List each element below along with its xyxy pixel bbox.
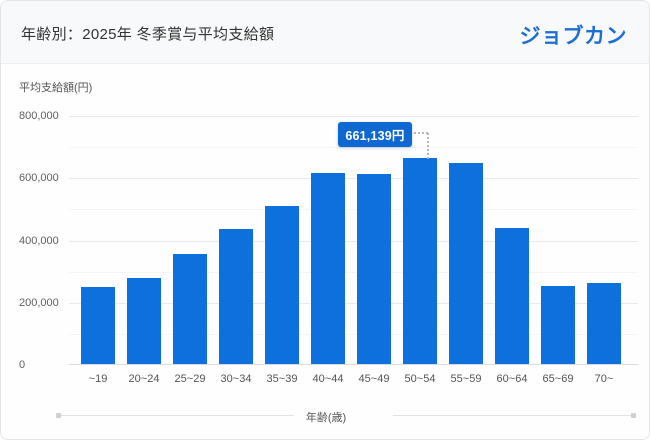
bar-25to29[interactable]: [173, 254, 207, 364]
x-tick-label: 20~24: [128, 373, 160, 385]
x-axis-scrollbar: 年齢(歳): [1, 408, 649, 425]
x-axis-title: 年齢(歳): [1, 409, 649, 425]
page-title: 年齢別：2025年 冬季賞与平均支給額: [21, 26, 275, 43]
y-tick-label: 200,000: [19, 297, 59, 309]
x-tick-label: 35~39: [266, 373, 298, 385]
value-tooltip: 661,139円: [338, 122, 412, 147]
jobcan-logo: ジョブカン: [519, 25, 627, 48]
x-tick-label: 55~59: [450, 373, 482, 385]
bar-70to[interactable]: [587, 283, 621, 364]
x-tick-label: 40~44: [312, 373, 344, 385]
minor-gridline: [69, 272, 638, 273]
bar-40to44[interactable]: [311, 173, 345, 364]
scrollbar-track-left: [58, 415, 300, 416]
x-axis-baseline: [69, 364, 638, 365]
page-header: 年齢別：2025年 冬季賞与平均支給額 ジョブカン: [1, 1, 649, 64]
x-tick-label: 70~: [594, 373, 614, 385]
bar-20to24[interactable]: [127, 278, 161, 364]
major-gridline: [69, 178, 638, 179]
major-gridline: [69, 241, 638, 242]
tooltip-leader-horizontal: [414, 132, 428, 134]
major-gridline: [69, 116, 638, 117]
x-tick-label: 60~64: [496, 373, 528, 385]
bar-chart: 平均支給額(円) 0 200,000 400,000 600,000 800,000 ~1…: [1, 64, 649, 439]
bar-65to69[interactable]: [541, 286, 575, 364]
scrollbar-grip-left[interactable]: [56, 413, 61, 418]
y-tick-label: 600,000: [19, 172, 59, 184]
x-tick-label: 25~29: [174, 373, 206, 385]
bar-under-19[interactable]: [81, 287, 115, 364]
minor-gridline: [69, 147, 638, 148]
y-tick-label: 400,000: [19, 235, 59, 247]
ticks-layer: 0 200,000 400,000 600,000 800,000 ~19 20~24 25~…: [1, 64, 649, 439]
y-tick-label: 0: [19, 359, 26, 371]
bar-50to54[interactable]: [403, 158, 437, 364]
x-axis-title-text: 年齢(歳): [293, 412, 359, 424]
x-tick-label: 65~69: [542, 373, 574, 385]
tooltip-leader-vertical: [427, 133, 429, 159]
bar-35to39[interactable]: [265, 206, 299, 364]
major-gridline: [69, 303, 638, 304]
x-tick-label: 50~54: [404, 373, 436, 385]
bar-30to34[interactable]: [219, 229, 253, 364]
x-tick-label: ~19: [88, 373, 108, 385]
minor-gridline: [69, 334, 638, 335]
scrollbar-track-right: [393, 415, 634, 416]
minor-gridline: [69, 209, 638, 210]
bar-60to64[interactable]: [495, 228, 529, 364]
plot-area: [69, 116, 638, 365]
x-tick-label: 45~49: [358, 373, 390, 385]
y-axis-title: 平均支給額(円): [19, 82, 93, 94]
y-tick-label: 800,000: [19, 110, 59, 122]
x-tick-label: 30~34: [220, 373, 252, 385]
bar-55to59[interactable]: [449, 163, 483, 364]
scrollbar-grip-right[interactable]: [631, 413, 636, 418]
bar-45to49[interactable]: [357, 174, 391, 364]
